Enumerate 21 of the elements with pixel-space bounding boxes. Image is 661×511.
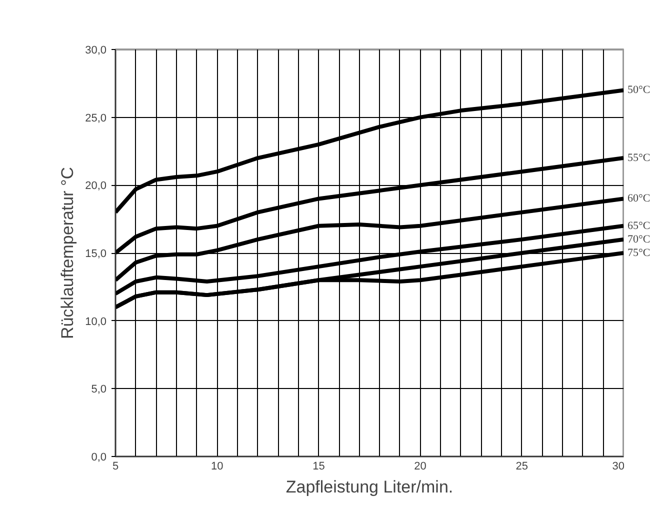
series-label: 75°C — [628, 247, 650, 259]
y-tick-label: 25,0 — [85, 112, 107, 124]
x-tick-label: 20 — [414, 460, 426, 472]
x-axis-title: Zapfleistung Liter/min. — [286, 478, 454, 496]
series-label: 55°C — [628, 152, 650, 164]
x-tick-label: 25 — [516, 460, 528, 472]
x-tick-label: 15 — [312, 460, 325, 472]
y-tick-label: 30,0 — [85, 44, 107, 56]
y-tick-label: 0,0 — [91, 452, 107, 464]
y-tick-label: 10,0 — [85, 316, 107, 328]
series-label: 70°C — [628, 233, 650, 246]
series-label: 60°C — [628, 192, 650, 205]
x-tick-label: 10 — [210, 460, 224, 472]
x-tick-label: 5 — [112, 460, 119, 472]
y-axis-title: Rücklauftemperatur °C — [58, 166, 78, 340]
y-tick-label: 20,0 — [85, 180, 107, 192]
series-label: 50°C — [628, 84, 650, 96]
series-label: 65°C — [628, 220, 650, 232]
y-tick-label: 15,0 — [85, 248, 107, 260]
x-tick-label: 30 — [612, 460, 625, 472]
y-tick-label: 5,0 — [91, 384, 107, 396]
